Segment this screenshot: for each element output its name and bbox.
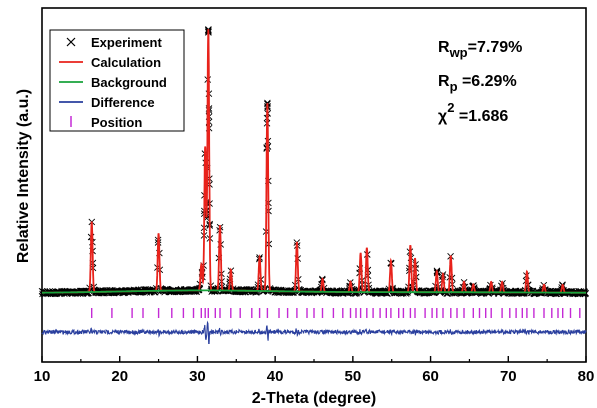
x-tick-label: 50 bbox=[345, 368, 362, 385]
legend-swatch-experiment bbox=[66, 37, 76, 47]
series-background bbox=[42, 289, 586, 294]
x-axis-ticks: 10 20 30 40 50 60 70 80 bbox=[34, 356, 595, 385]
x-axis-title: 2-Theta (degree) bbox=[252, 390, 376, 407]
x-tick-label: 80 bbox=[578, 368, 595, 385]
stat-chi2: χ2 =1.686 bbox=[438, 100, 508, 125]
legend-label-calculation: Calculation bbox=[91, 55, 161, 70]
legend: Experiment Calculation Background Differ… bbox=[49, 29, 185, 132]
x-tick-label: 60 bbox=[422, 368, 439, 385]
legend-box bbox=[49, 29, 185, 132]
stat-rp: Rp =6.29% bbox=[438, 73, 517, 94]
x-tick-label: 40 bbox=[267, 368, 284, 385]
series-position bbox=[91, 308, 581, 318]
legend-label-difference: Difference bbox=[91, 95, 155, 110]
x-tick-label: 70 bbox=[500, 368, 517, 385]
legend-label-position: Position bbox=[91, 115, 142, 130]
x-tick-label: 20 bbox=[111, 368, 128, 385]
y-axis-title: Relative Intensity (a.u.) bbox=[15, 89, 32, 263]
x-tick-label: 30 bbox=[189, 368, 206, 385]
stat-rwp: Rwp=7.79% bbox=[438, 39, 522, 60]
legend-label-experiment: Experiment bbox=[91, 35, 162, 50]
plot-content bbox=[38, 26, 590, 344]
legend-label-background: Background bbox=[91, 75, 167, 90]
series-difference bbox=[41, 320, 587, 344]
x-tick-label: 10 bbox=[34, 368, 51, 385]
fit-statistics: Rwp=7.79% Rp =6.29% χ2 =1.686 bbox=[438, 39, 522, 125]
